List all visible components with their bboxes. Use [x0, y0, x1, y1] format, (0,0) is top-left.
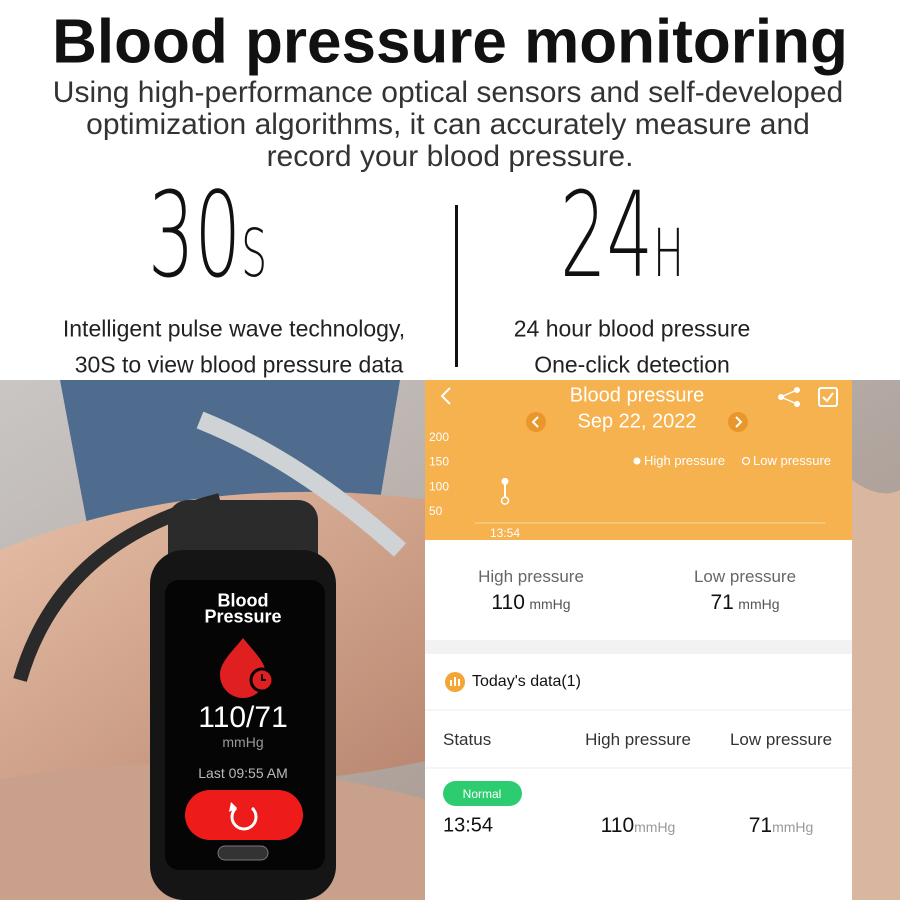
feature-figure: 24H: [560, 176, 684, 294]
legend-label: High pressure: [644, 453, 725, 468]
y-tick-label: 150: [429, 455, 449, 469]
feature-text: 24 hour blood pressure: [513, 315, 751, 342]
unit: mmHg: [772, 819, 814, 835]
low-point: [500, 496, 510, 505]
legend-marker: [741, 456, 751, 466]
unit: mmHg: [738, 596, 780, 612]
x-tick-label: 13:54: [490, 526, 520, 540]
summary-value: 71 mmHg: [710, 591, 779, 615]
divider: [455, 205, 458, 367]
app-title: Blood pressure: [569, 384, 705, 407]
summary-label: Low pressure: [693, 567, 797, 586]
description-line: optimization algorithms, it can accurate…: [86, 108, 810, 141]
row-time: 13:54: [443, 814, 494, 837]
legend-label: Low pressure: [753, 453, 831, 468]
description-line: Using high-performance optical sensors a…: [52, 76, 844, 109]
feature-text: One-click detection: [534, 351, 730, 378]
watch-reading: 110/71: [198, 701, 288, 734]
feature-text: Intelligent pulse wave technology,: [62, 315, 406, 342]
unit: mmHg: [634, 819, 676, 835]
unit: mmHg: [529, 596, 571, 612]
y-tick-label: 200: [429, 430, 449, 444]
description-line: record your blood pressure.: [266, 140, 634, 173]
watch-last: Last 09:55 AM: [198, 765, 288, 781]
app-date: Sep 22, 2022: [577, 410, 697, 433]
y-tick-label: 50: [429, 504, 443, 518]
value: 71: [710, 591, 734, 614]
mini-chart: 50 100 150 200 13:54 High pressure Low pressur…: [429, 430, 831, 540]
feature-unit: S: [241, 215, 268, 292]
watch-unit: mmHg: [222, 734, 264, 750]
value: 110: [491, 591, 525, 614]
feature-value: 30: [148, 166, 242, 304]
row-low: 71mmHg: [749, 814, 814, 838]
watch-title: Pressure: [204, 606, 282, 627]
photo: [0, 380, 900, 900]
column-header: High pressure: [585, 730, 691, 749]
feature-figure: 30S: [148, 176, 267, 294]
row-high: 110mmHg: [601, 814, 676, 838]
high-point: [501, 477, 509, 485]
summary-value: 110 mmHg: [491, 591, 570, 615]
y-tick-label: 100: [429, 479, 449, 493]
feature-value: 24: [560, 166, 654, 304]
legend-marker: [633, 457, 641, 465]
value: 71: [748, 814, 773, 837]
title: Blood pressure monitoring: [52, 7, 848, 77]
feature-unit: H: [653, 215, 684, 292]
watch-title: Blood: [217, 590, 269, 611]
column-header: Status: [443, 730, 492, 749]
summary-label: High pressure: [478, 567, 584, 586]
value: 110: [600, 814, 635, 837]
status-badge: Normal: [462, 787, 502, 801]
column-header: Low pressure: [729, 730, 833, 749]
feature-text: 30S to view blood pressure data: [74, 351, 404, 378]
today-heading: Today's data(1): [472, 673, 581, 690]
